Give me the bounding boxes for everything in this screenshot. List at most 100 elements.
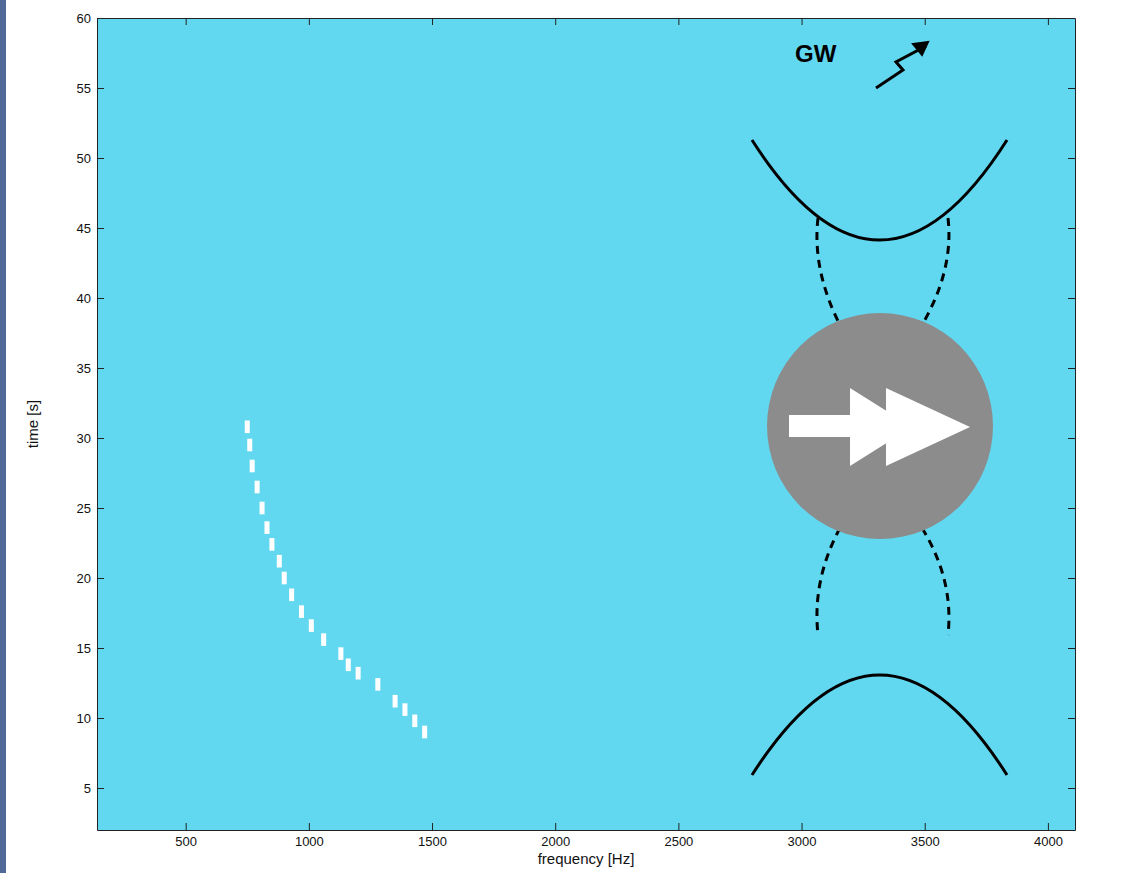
- tick: [678, 18, 679, 25]
- tick: 40: [77, 291, 104, 306]
- tick-label: 1000: [295, 834, 324, 849]
- tick-mark: [1068, 158, 1075, 159]
- tick: [1068, 368, 1075, 369]
- mirror-top: [752, 140, 1007, 240]
- tick: [1068, 158, 1075, 159]
- tick: [1068, 438, 1075, 439]
- sphere: [767, 313, 993, 539]
- tick-mark: [432, 18, 433, 25]
- detector-diagram: [752, 42, 1007, 775]
- tick-mark: [925, 823, 926, 830]
- tick: 35: [77, 361, 104, 376]
- tick: 3500: [911, 823, 940, 849]
- tick: 2000: [541, 823, 570, 849]
- tick-label: 10: [77, 711, 91, 726]
- spectrogram-track: [269, 538, 274, 551]
- tick-mark: [97, 158, 104, 159]
- tick: [309, 18, 310, 25]
- tick: [1068, 18, 1075, 19]
- tick-label: 40: [77, 291, 91, 306]
- tick-label: 45: [77, 221, 91, 236]
- tick-mark: [1068, 718, 1075, 719]
- tick-mark: [97, 88, 104, 89]
- spectrogram-track: [250, 460, 255, 473]
- spectrogram-track: [245, 421, 250, 434]
- tick-label: 3500: [911, 834, 940, 849]
- tick: 20: [77, 571, 104, 586]
- tick-mark: [309, 18, 310, 25]
- tick-label: 3000: [788, 834, 817, 849]
- tick-mark: [97, 578, 104, 579]
- tick-mark: [1068, 788, 1075, 789]
- tick-label: 20: [77, 571, 91, 586]
- tick-mark: [1068, 368, 1075, 369]
- panel-background: [6, 0, 1128, 873]
- axis-line: [98, 18, 1076, 19]
- y-axis: 51015202530354045505560: [77, 11, 104, 831]
- tick-label: 1500: [418, 834, 447, 849]
- tick-mark: [802, 823, 803, 830]
- spectrogram-track: [338, 647, 343, 660]
- spectrogram-track: [422, 726, 427, 739]
- wave-arrow-head: [913, 42, 928, 55]
- tick-mark: [309, 823, 310, 830]
- tick-label: 500: [175, 834, 197, 849]
- tick-mark: [97, 788, 104, 789]
- beam-waist: [817, 528, 840, 635]
- marks: [245, 421, 427, 739]
- tick-mark: [97, 298, 104, 299]
- tick-mark: [1048, 823, 1049, 830]
- annotation: GW: [795, 40, 837, 67]
- tick-mark: [432, 823, 433, 830]
- tick: [802, 18, 803, 25]
- tick-mark: [186, 18, 187, 25]
- tick: [1068, 228, 1075, 229]
- spectrogram-track: [289, 589, 294, 602]
- axis-line: [98, 830, 1076, 831]
- tick-label: 5: [84, 781, 91, 796]
- tick-label: 4000: [1034, 834, 1063, 849]
- tick: 55: [77, 81, 104, 96]
- tick-mark: [1068, 18, 1075, 19]
- spectrogram-track: [309, 619, 314, 632]
- spectrogram-track: [346, 659, 351, 672]
- arrow-shaft: [789, 415, 855, 437]
- tick: [1068, 578, 1075, 579]
- spectrogram-track: [282, 572, 287, 585]
- spectrogram-track: [321, 633, 326, 646]
- mirror-bottom: [752, 675, 1007, 775]
- arrow-head: [886, 388, 970, 466]
- tick-label: 30: [77, 431, 91, 446]
- y-axis-title: time [s]: [24, 400, 41, 448]
- tick-label: 50: [77, 151, 91, 166]
- tick-mark: [1068, 298, 1075, 299]
- tick: [1048, 18, 1049, 25]
- tick: 2500: [664, 823, 693, 849]
- slide-background: [0, 0, 1128, 873]
- spectrogram-track: [260, 502, 265, 515]
- tick: [432, 18, 433, 25]
- tick: [1068, 788, 1075, 789]
- spectrogram-track: [264, 521, 269, 534]
- tick-mark: [555, 823, 556, 830]
- tick-mark: [1068, 508, 1075, 509]
- spectrogram-track: [277, 555, 282, 568]
- tick: 4000: [1034, 823, 1063, 849]
- tick: [925, 18, 926, 25]
- tick: 1500: [418, 823, 447, 849]
- beam-waist: [922, 528, 949, 635]
- spectrogram-track: [247, 439, 252, 452]
- spectrogram-track: [356, 667, 361, 680]
- tick-mark: [678, 18, 679, 25]
- tick-label: 60: [77, 11, 91, 26]
- tick-mark: [97, 718, 104, 719]
- tick-mark: [1068, 648, 1075, 649]
- tick: 30: [77, 431, 104, 446]
- x-axis-title: frequency [Hz]: [538, 850, 635, 867]
- tick: 15: [77, 641, 104, 656]
- spectrogram-track: [393, 695, 398, 708]
- spectrogram-track: [402, 703, 407, 716]
- tick: 45: [77, 221, 104, 236]
- tick-mark: [1068, 578, 1075, 579]
- tick-mark: [97, 648, 104, 649]
